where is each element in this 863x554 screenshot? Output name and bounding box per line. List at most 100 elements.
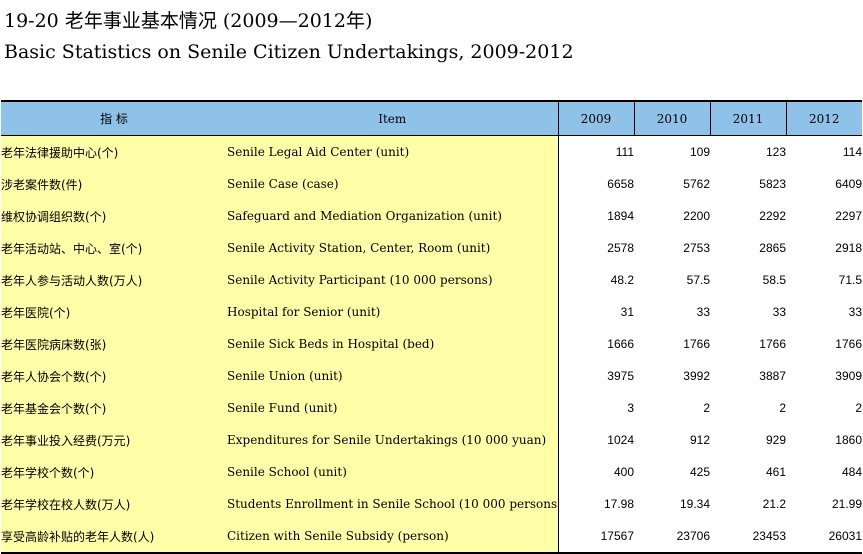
value-cell-2009: 400 xyxy=(613,465,634,479)
value-cell-2009: 3975 xyxy=(607,369,634,383)
header-year-2012: 2012 xyxy=(785,101,862,136)
table-row: 老年法律援助中心(个) Senile Legal Aid Center (unit… xyxy=(1,135,862,168)
table-row: 老年医院(个) Hospital for Senior (unit) 31 33 33 3… xyxy=(1,296,862,328)
indicator-zh-cell: 老年活动站、中心、室(个) xyxy=(1,232,227,264)
item-en-cell: Senile Legal Aid Center (unit) xyxy=(227,135,559,168)
value-cell-2011: 58.5 xyxy=(762,273,786,287)
value-cell-2009: 1894 xyxy=(607,209,634,223)
value-cell-2009: 17567 xyxy=(600,529,634,543)
value-cell-2010: 2753 xyxy=(683,241,710,255)
indicator-zh-cell: 老年学校个数(个) xyxy=(1,456,227,488)
indicator-zh-cell: 老年人参与活动人数(万人) xyxy=(1,264,227,296)
statistics-table: 指 标 Item 2009 2010 2011 2012 老年法律援助中心(个)… xyxy=(1,100,862,554)
item-en-cell: Senile Fund (unit) xyxy=(227,392,559,424)
table-row: 老年学校个数(个) Senile School (unit) 400 425 461 48… xyxy=(1,456,862,488)
table-row: 老年活动站、中心、室(个) Senile Activity Station, Ce… xyxy=(1,232,862,264)
indicator-zh-cell: 老年事业投入经费(万元) xyxy=(1,424,227,456)
item-en-cell: Senile Case (case) xyxy=(227,168,559,200)
header-year-2009: 2009 xyxy=(557,101,634,136)
indicator-zh-cell: 享受高龄补贴的老年人数(人) xyxy=(1,520,227,553)
indicator-zh-cell: 老年人协会个数(个) xyxy=(1,360,227,392)
value-cell-2012: 2918 xyxy=(835,241,862,255)
value-cell-2012: 1766 xyxy=(835,337,862,351)
header-row: 指 标 Item 2009 2010 2011 2012 xyxy=(1,101,862,136)
header-item: Item xyxy=(227,101,558,136)
value-cell-2012: 1860 xyxy=(835,433,862,447)
value-cell-2012: 21.99 xyxy=(831,497,862,511)
value-cell-2011: 3887 xyxy=(759,369,786,383)
item-en-cell: Senile Activity Participant (10 000 pers… xyxy=(227,264,559,296)
table-row: 老年医院病床数(张) Senile Sick Beds in Hospital (… xyxy=(1,328,862,360)
table-row: 享受高龄补贴的老年人数(人) Citizen with Senile Subsid… xyxy=(1,520,862,553)
value-cell-2010: 3992 xyxy=(683,369,710,383)
indicator-zh-cell: 老年法律援助中心(个) xyxy=(1,135,227,168)
value-cell-2011: 5823 xyxy=(759,177,786,191)
value-cell-2012: 71.5 xyxy=(838,273,862,287)
value-cell-2009: 17.98 xyxy=(603,497,634,511)
value-cell-2009: 31 xyxy=(620,305,634,319)
value-cell-2012: 114 xyxy=(842,145,862,159)
value-cell-2010: 19.34 xyxy=(679,497,710,511)
indicator-zh-cell: 涉老案件数(件) xyxy=(1,168,227,200)
table-row: 老年基金会个数(个) Senile Fund (unit) 3 2 2 2 xyxy=(1,392,862,424)
indicator-zh-cell: 维权协调组织数(个) xyxy=(1,200,227,232)
value-cell-2012: 6409 xyxy=(835,177,862,191)
value-cell-2012: 2 xyxy=(855,401,862,415)
item-en-cell: Senile School (unit) xyxy=(227,456,559,488)
title-english: Basic Statistics on Senile Citizen Under… xyxy=(4,41,574,63)
value-cell-2011: 23453 xyxy=(752,529,786,543)
table-row: 老年事业投入经费(万元) Expenditures for Senile Unde… xyxy=(1,424,862,456)
value-cell-2009: 3 xyxy=(627,401,634,415)
indicator-zh-cell: 老年基金会个数(个) xyxy=(1,392,227,424)
value-cell-2011: 929 xyxy=(765,433,786,447)
table-row: 老年学校在校人数(万人) Students Enrollment in Senil… xyxy=(1,488,862,520)
value-cell-2012: 3909 xyxy=(835,369,862,383)
value-cell-2010: 2 xyxy=(703,401,710,415)
indicator-zh-cell: 老年医院病床数(张) xyxy=(1,328,227,360)
item-en-cell: Senile Activity Station, Center, Room (u… xyxy=(227,232,559,264)
item-en-cell: Safeguard and Mediation Organization (un… xyxy=(227,200,559,232)
value-cell-2010: 1766 xyxy=(683,337,710,351)
value-cell-2009: 2578 xyxy=(607,241,634,255)
indicator-zh-cell: 老年学校在校人数(万人) xyxy=(1,488,227,520)
item-en-cell: Citizen with Senile Subsidy (person) xyxy=(227,520,559,553)
value-cell-2010: 2200 xyxy=(683,209,710,223)
value-cell-2011: 123 xyxy=(765,145,786,159)
table-row: 老年人参与活动人数(万人) Senile Activity Participant… xyxy=(1,264,862,296)
header-year-2010: 2010 xyxy=(633,101,710,136)
value-cell-2010: 109 xyxy=(689,145,710,159)
item-en-cell: Students Enrollment in Senile School (10… xyxy=(227,488,559,520)
table-row: 老年人协会个数(个) Senile Union (unit) 3975 3992 388… xyxy=(1,360,862,392)
value-cell-2012: 2297 xyxy=(835,209,862,223)
value-cell-2009: 1666 xyxy=(607,337,634,351)
header-indicator: 指 标 xyxy=(1,101,227,136)
item-en-cell: Hospital for Senior (unit) xyxy=(227,296,559,328)
value-cell-2009: 111 xyxy=(615,145,634,159)
value-cell-2010: 23706 xyxy=(676,529,710,543)
value-cell-2010: 33 xyxy=(696,305,710,319)
table-row: 维权协调组织数(个) Safeguard and Mediation Organi… xyxy=(1,200,862,232)
item-en-cell: Senile Sick Beds in Hospital (bed) xyxy=(227,328,559,360)
value-cell-2009: 6658 xyxy=(607,177,634,191)
value-cell-2012: 26031 xyxy=(828,529,862,543)
value-cell-2011: 2292 xyxy=(759,209,786,223)
item-en-cell: Senile Union (unit) xyxy=(227,360,559,392)
value-cell-2009: 48.2 xyxy=(610,273,634,287)
indicator-zh-cell: 老年医院(个) xyxy=(1,296,227,328)
table-row: 涉老案件数(件) Senile Case (case) 6658 5762 5823 64… xyxy=(1,168,862,200)
value-cell-2011: 1766 xyxy=(759,337,786,351)
header-year-2011: 2011 xyxy=(709,101,786,136)
value-cell-2011: 33 xyxy=(772,305,786,319)
value-cell-2010: 912 xyxy=(689,433,710,447)
value-cell-2010: 425 xyxy=(689,465,710,479)
title-chinese: 19-20 老年事业基本情况 (2009—2012年) xyxy=(4,10,373,32)
value-cell-2011: 21.2 xyxy=(762,497,786,511)
value-cell-2011: 461 xyxy=(765,465,786,479)
value-cell-2011: 2865 xyxy=(759,241,786,255)
value-cell-2009: 1024 xyxy=(607,433,634,447)
value-cell-2011: 2 xyxy=(779,401,786,415)
value-cell-2010: 5762 xyxy=(683,177,710,191)
table-body: 老年法律援助中心(个) Senile Legal Aid Center (unit… xyxy=(1,135,862,553)
value-cell-2010: 57.5 xyxy=(686,273,710,287)
value-cell-2012: 33 xyxy=(848,305,862,319)
